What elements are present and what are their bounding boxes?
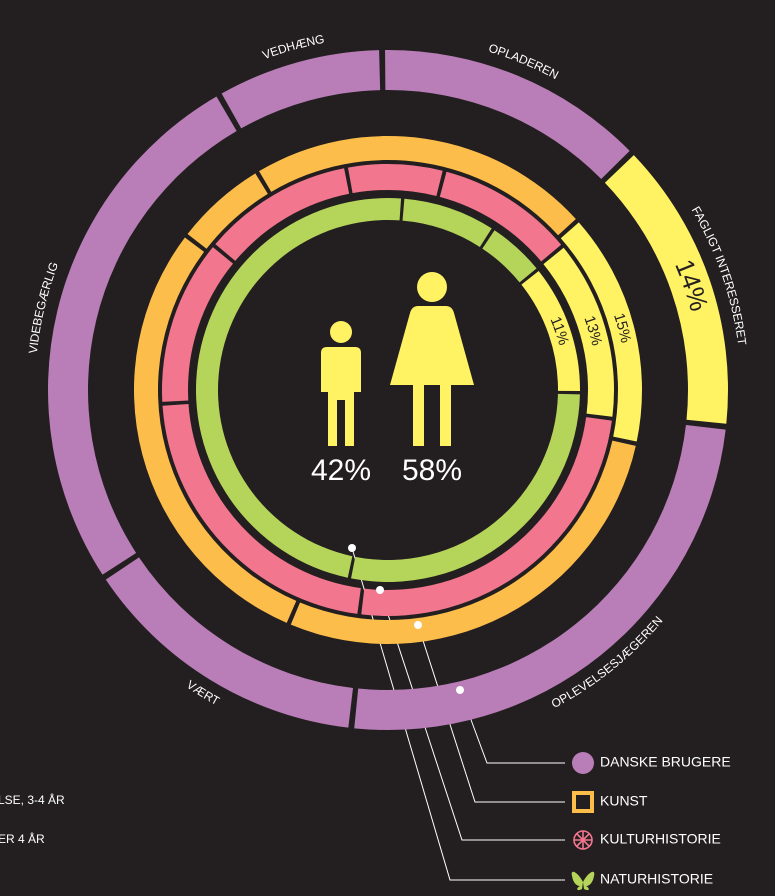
- ring-segment: [354, 425, 726, 730]
- dot: [414, 621, 422, 629]
- dot: [376, 586, 384, 594]
- ring-segment: [521, 271, 581, 392]
- leader-line: [379, 589, 565, 841]
- ring-segment: [105, 557, 353, 728]
- ring-segment: [543, 247, 614, 417]
- ring-segment: [290, 440, 636, 644]
- ring-segment: [134, 237, 297, 623]
- legend-icons: [571, 752, 595, 891]
- female-figure: [390, 272, 474, 446]
- cut-text: ER 4 ÅR: [0, 831, 45, 846]
- ring-segment: [351, 393, 580, 582]
- ring-segment: [221, 50, 381, 129]
- ring-segment: [47, 96, 237, 575]
- ring-segment: [402, 198, 492, 247]
- leader-dots: [348, 544, 464, 694]
- legend-label: NATURHISTORIE: [600, 871, 713, 887]
- legend-label: KULTURHISTORIE: [600, 831, 721, 847]
- ring-segment: [215, 168, 350, 261]
- ring-segment: [196, 198, 402, 578]
- legend-icon: [573, 830, 593, 850]
- male-figure: [321, 321, 361, 446]
- ring-segment: [162, 403, 361, 614]
- legend-icon: [572, 752, 594, 774]
- dot: [456, 686, 464, 694]
- ring-segment: [560, 222, 642, 442]
- ring-segment: [439, 171, 562, 262]
- leader-line: [351, 547, 565, 881]
- legend-label: KUNST: [600, 793, 648, 809]
- legend-label: DANSKE BRUGERE: [600, 754, 731, 770]
- ring-segment: [482, 230, 537, 283]
- ring-segment: [187, 173, 268, 249]
- leader-line: [417, 624, 565, 803]
- ring-segment: [385, 50, 630, 179]
- legend-icon: [571, 871, 595, 891]
- figure-label: 58%: [402, 454, 462, 487]
- legend-icon: [572, 791, 594, 813]
- dot: [348, 544, 356, 552]
- cut-text: LSE, 3-4 ÅR: [0, 792, 65, 807]
- figures: [321, 272, 474, 446]
- ring-segment: [162, 247, 234, 402]
- ring-segment: [361, 417, 612, 617]
- ring-segment: [604, 155, 728, 424]
- ring-segment: [347, 163, 443, 196]
- ring-segment: [259, 136, 576, 236]
- figure-label: 42%: [311, 454, 371, 487]
